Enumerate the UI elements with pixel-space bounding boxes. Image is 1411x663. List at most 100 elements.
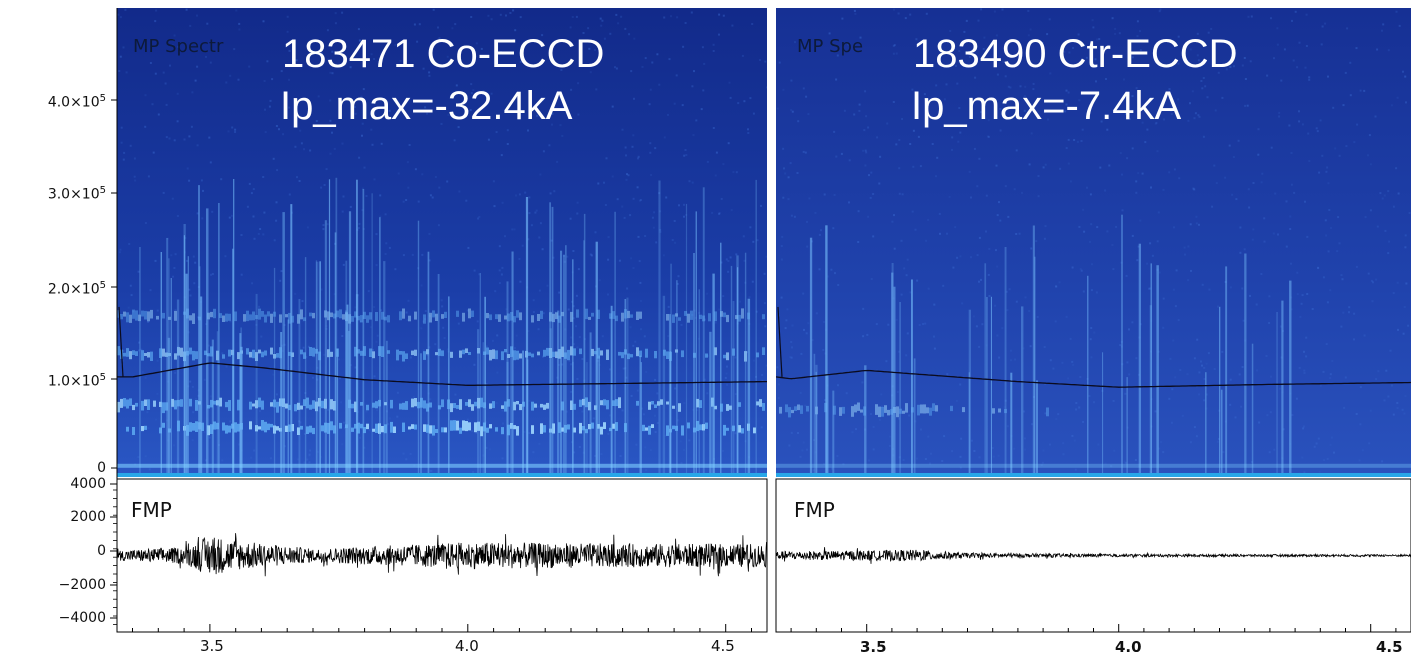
spectrogram-streak [346, 304, 349, 475]
spectrogram-speckle [304, 392, 307, 394]
spectrogram-speckle [1305, 355, 1308, 358]
spectrogram-speckle [1359, 423, 1362, 426]
spectrogram-speckle [493, 205, 496, 208]
spectrogram-speckle [1156, 240, 1159, 243]
spectrogram-speckle [560, 68, 563, 71]
spectrogram-speckle [1381, 197, 1384, 200]
spectrogram-label-right: MP Spe [797, 36, 864, 57]
spectrogram-speckle [1123, 460, 1126, 463]
spectrogram-speckle [208, 136, 211, 139]
spectrogram-speckle [725, 258, 728, 261]
spectrogram-speckle [496, 334, 499, 337]
spectrogram-speckle [690, 11, 693, 14]
spectrogram-speckle [788, 444, 791, 447]
spectrogram-streak [676, 280, 678, 475]
spectrogram-speckle [959, 131, 962, 134]
spectrogram-speckle [422, 349, 425, 352]
spectrogram-speckle [1075, 408, 1078, 411]
spectrogram-speckle [424, 106, 427, 109]
spectrogram-streak [1021, 306, 1024, 475]
spectrogram-speckle [832, 227, 835, 230]
spectrogram-speckle [569, 26, 572, 29]
spectrogram-left [117, 8, 767, 475]
spectrogram-speckle [948, 195, 951, 198]
spectrogram-speckle [432, 8, 435, 11]
spectrogram-streak [695, 211, 697, 475]
spectrogram-speckle [1043, 346, 1046, 348]
spectrogram-speckle [653, 211, 656, 214]
spectrogram-streak [1225, 266, 1228, 475]
spectrogram-speckle [250, 192, 253, 195]
spectrogram-speckle [814, 211, 817, 214]
spectrogram-speckle [359, 436, 361, 439]
spectrogram-speckle [749, 226, 752, 229]
spectrogram-speckle [407, 299, 410, 302]
spectrogram-speckle [189, 24, 192, 27]
spectrogram-speckle [995, 164, 998, 167]
spectrogram-speckle [885, 360, 888, 363]
spectrogram-speckle [570, 363, 573, 366]
spectrogram-speckle [487, 14, 490, 17]
spectrogram-speckle [557, 363, 560, 366]
spectrogram-speckle [959, 455, 962, 458]
spectrogram-speckle [118, 251, 121, 254]
spectrogram-speckle [909, 291, 912, 294]
spectrogram-streak [356, 179, 358, 475]
spectrogram-speckle [286, 15, 289, 18]
spectrogram-speckle [635, 443, 638, 446]
spectrogram-speckle [1044, 163, 1047, 166]
spectrogram-speckle [1148, 287, 1151, 290]
spectrogram-speckle [1336, 250, 1339, 253]
spectrogram-speckle [1203, 399, 1206, 402]
spectrogram-speckle [389, 417, 391, 420]
spectrogram-speckle [1030, 132, 1033, 135]
spectrogram-speckle [506, 143, 509, 145]
spectrogram-speckle [1154, 122, 1157, 125]
spectrogram-speckle [972, 315, 975, 318]
spectrogram-speckle [1121, 209, 1124, 212]
spectrogram-speckle [570, 88, 573, 91]
spectrogram-streak [437, 274, 440, 475]
spectrogram-speckle [751, 23, 754, 25]
spectrogram-speckle [1146, 262, 1149, 265]
spectrogram-speckle [1322, 370, 1325, 373]
spectrogram-speckle [996, 73, 999, 76]
spectrogram-speckle [1035, 467, 1037, 470]
spectrogram-speckle [1363, 89, 1366, 92]
spectrogram-streak [736, 255, 739, 475]
spectrogram-streak [216, 331, 219, 475]
spectrogram-speckle [1276, 43, 1279, 46]
spectrogram-speckle [405, 311, 408, 314]
spectrogram-speckle [372, 348, 374, 351]
spectrogram-speckle [505, 14, 507, 17]
spectrogram-speckle [1276, 27, 1279, 30]
spectrogram-speckle [1383, 194, 1386, 197]
spectrogram-speckle [924, 322, 927, 325]
spectrogram-speckle [624, 146, 627, 149]
spectrogram-speckle [563, 260, 566, 263]
spectrogram-speckle [363, 446, 366, 449]
spectrogram-speckle [1100, 120, 1103, 123]
spectrogram-right [776, 8, 1411, 475]
spectrogram-speckle [667, 335, 670, 337]
spectrogram-speckle [1323, 459, 1326, 462]
spectrogram-speckle [878, 182, 881, 185]
spectrogram-speckle [1369, 163, 1372, 166]
spectrogram-speckle [650, 174, 653, 176]
spectrogram-speckle [802, 87, 805, 90]
spectrogram-speckle [258, 305, 260, 308]
spectrogram-speckle [658, 83, 661, 86]
spectrogram-speckle [537, 405, 540, 408]
spectrogram-speckle [800, 352, 803, 355]
spectrogram-speckle [747, 128, 749, 131]
spectrogram-speckle [1205, 407, 1208, 410]
spectrogram-speckle [281, 349, 284, 352]
spectrogram-speckle [1325, 343, 1328, 346]
spectrogram-streak [160, 252, 162, 475]
spectrogram-speckle [872, 235, 875, 238]
spectrogram-speckle [133, 157, 136, 160]
spectrogram-speckle [712, 43, 715, 46]
spectrogram-speckle [1260, 181, 1263, 184]
spectrogram-streak [589, 332, 592, 475]
spectrogram-speckle [1156, 150, 1159, 153]
